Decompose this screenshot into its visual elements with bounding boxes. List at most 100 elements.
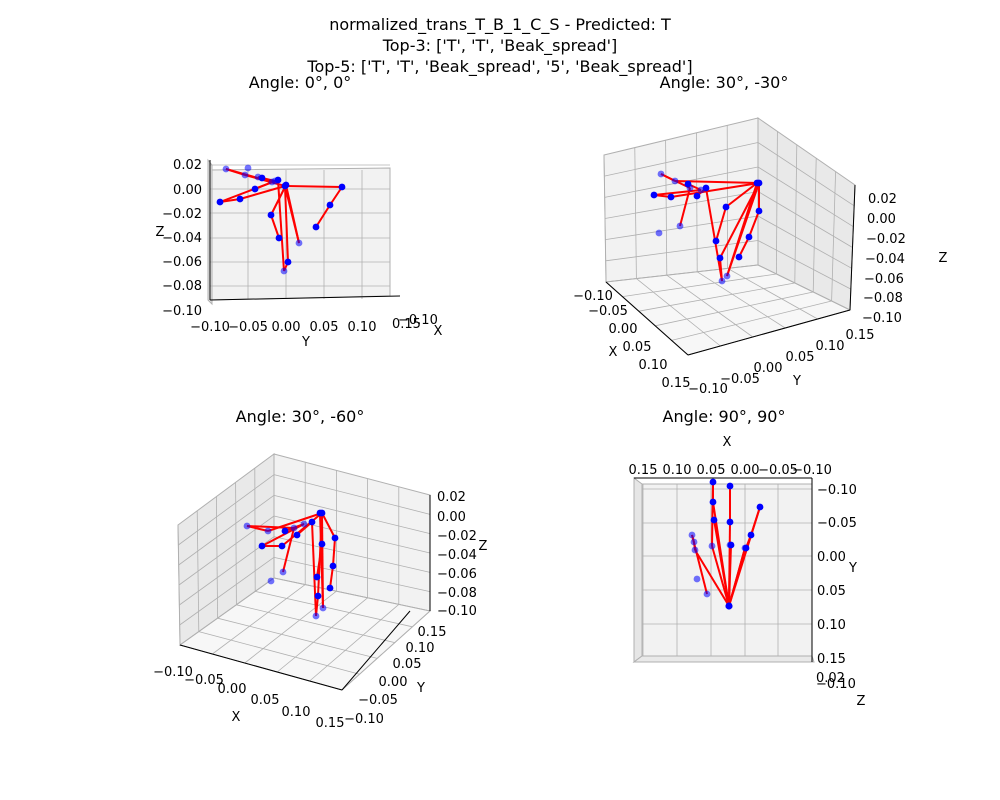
grid-line [604,142,759,177]
panel-2-x-tick: −0.05 [588,304,628,319]
panel-4-side-pane [633,477,643,663]
joint-point [722,203,730,211]
panel-2-x-ticks: −0.10 −0.05 0.00 0.05 0.10 0.15 [573,289,690,391]
joint-point [688,531,696,539]
panel-2-y-tick: 0.15 [846,328,875,343]
panel-3-z-tick: −0.06 [437,567,477,582]
joint-point [755,207,763,215]
joint-point [745,233,753,241]
panel-2-x-tick: 0.00 [609,322,638,337]
joint-point [690,538,698,546]
panel-4-x-ticks: 0.15 0.10 0.05 0.00 −0.05 −0.10 [629,463,832,478]
bone-segment [719,182,760,259]
grid-line [666,274,754,338]
panel-4-x-label: X [723,435,732,450]
joint-point [726,541,734,549]
joint-point [709,498,717,506]
grid-line [273,536,431,573]
panel-4-floor-pane [632,655,815,663]
joint-point [697,186,705,194]
joint-point [290,524,298,532]
panel-4-y-ticks: −0.10 −0.05 0.00 0.05 0.10 0.15 [817,483,857,667]
panel-1-z-tick: −0.10 [162,304,202,319]
joint-point [216,198,224,206]
panel-2-title: Angle: 30°, -30° [660,73,789,92]
joint-point [718,277,726,285]
joint-point [725,602,733,610]
grid-line [178,495,275,566]
joint-point [308,518,316,526]
grid-line [604,191,759,219]
joint-point [295,239,303,247]
panel-2-x-tick: 0.15 [662,376,691,391]
panel-4-y-tick: 0.00 [817,550,846,565]
grid-line [727,268,818,320]
joint-point [756,503,764,511]
panel-1-hand [216,164,346,275]
grid-line [757,240,852,290]
grid-line [179,557,275,626]
joint-point [726,518,734,526]
panel-1-y-tick: −0.05 [228,320,268,335]
grid-line [638,282,795,312]
joint-point [222,165,230,173]
joint-point [254,173,262,181]
bone-segment [270,214,280,239]
panel-1-y-axis-line [209,295,401,301]
joint-point [671,177,679,185]
bone-segment [715,206,727,242]
joint-point [313,573,321,581]
panel-1-z-tick: 0.02 [173,158,202,173]
bone-segment [332,537,336,567]
panel-2-y-tick: −0.10 [688,382,728,397]
panel-4-x-tick: 0.00 [731,463,760,478]
panel-3: Angle: 30°, -60° −0.10 −0.05 0.00 0.05 0… [153,407,487,731]
bone-segment [315,204,331,228]
panel-3-x-tick: 0.05 [251,693,280,708]
panel-4-y-tick: −0.10 [817,483,857,498]
panel-2-axes: −0.10 −0.05 0.00 0.05 0.10 0.15 −0.10 −0… [573,117,948,397]
joint-point [650,191,658,199]
panel-2-x-tick: 0.10 [639,358,668,373]
panel-2-z-tick: −0.06 [864,272,904,287]
panel-4-y-tick: −0.05 [817,516,857,531]
grid-line [696,271,786,329]
bone-segment [311,521,317,617]
joint-point [241,171,249,179]
joint-point [676,222,684,230]
joint-point [264,527,272,535]
bone-segment [711,481,714,547]
panel-3-x-label: X [232,710,241,725]
panel-1-axes: −0.10 −0.05 0.00 0.05 0.10 0.02 0.00 −0.… [156,158,443,350]
joint-point [268,178,276,186]
joint-point [316,509,324,517]
panel-2-z-tick: 0.00 [867,212,896,227]
panel-4-z-tick: −0.10 [816,677,856,692]
joint-point [314,592,322,600]
panel-2-z-tick: −0.02 [866,232,906,247]
panel-3-y-tick: −0.10 [344,712,384,727]
panel-3-y-tick: 0.10 [406,641,435,656]
panel-3-z-tick: 0.02 [437,490,466,505]
panel-1-title: Angle: 0°, 0° [249,73,352,92]
joint-point [657,170,665,178]
panel-4-x-tick: 0.05 [697,463,726,478]
grid-line [178,515,275,586]
panel-2-z-axis-line [849,184,856,311]
joint-point [280,267,288,275]
bone-segment [329,565,334,589]
bone-segment [317,512,323,597]
panel-4-hand [688,478,764,610]
panel-2-x-tick: 0.05 [623,340,652,355]
joint-point [723,272,731,280]
grid-line [179,577,275,646]
panel-2-z-ticks: 0.02 0.00 −0.02 −0.04 −0.06 −0.08 −0.10 [862,192,906,326]
panel-3-y-tick: 0.05 [393,657,422,672]
joint-point [716,254,724,262]
panel-2-z-tick: 0.02 [868,192,897,207]
panel-3-y-axis-line [341,610,411,691]
joint-point [708,542,716,550]
joint-point [293,531,301,539]
grid-line [671,300,832,341]
joint-point [244,164,252,172]
